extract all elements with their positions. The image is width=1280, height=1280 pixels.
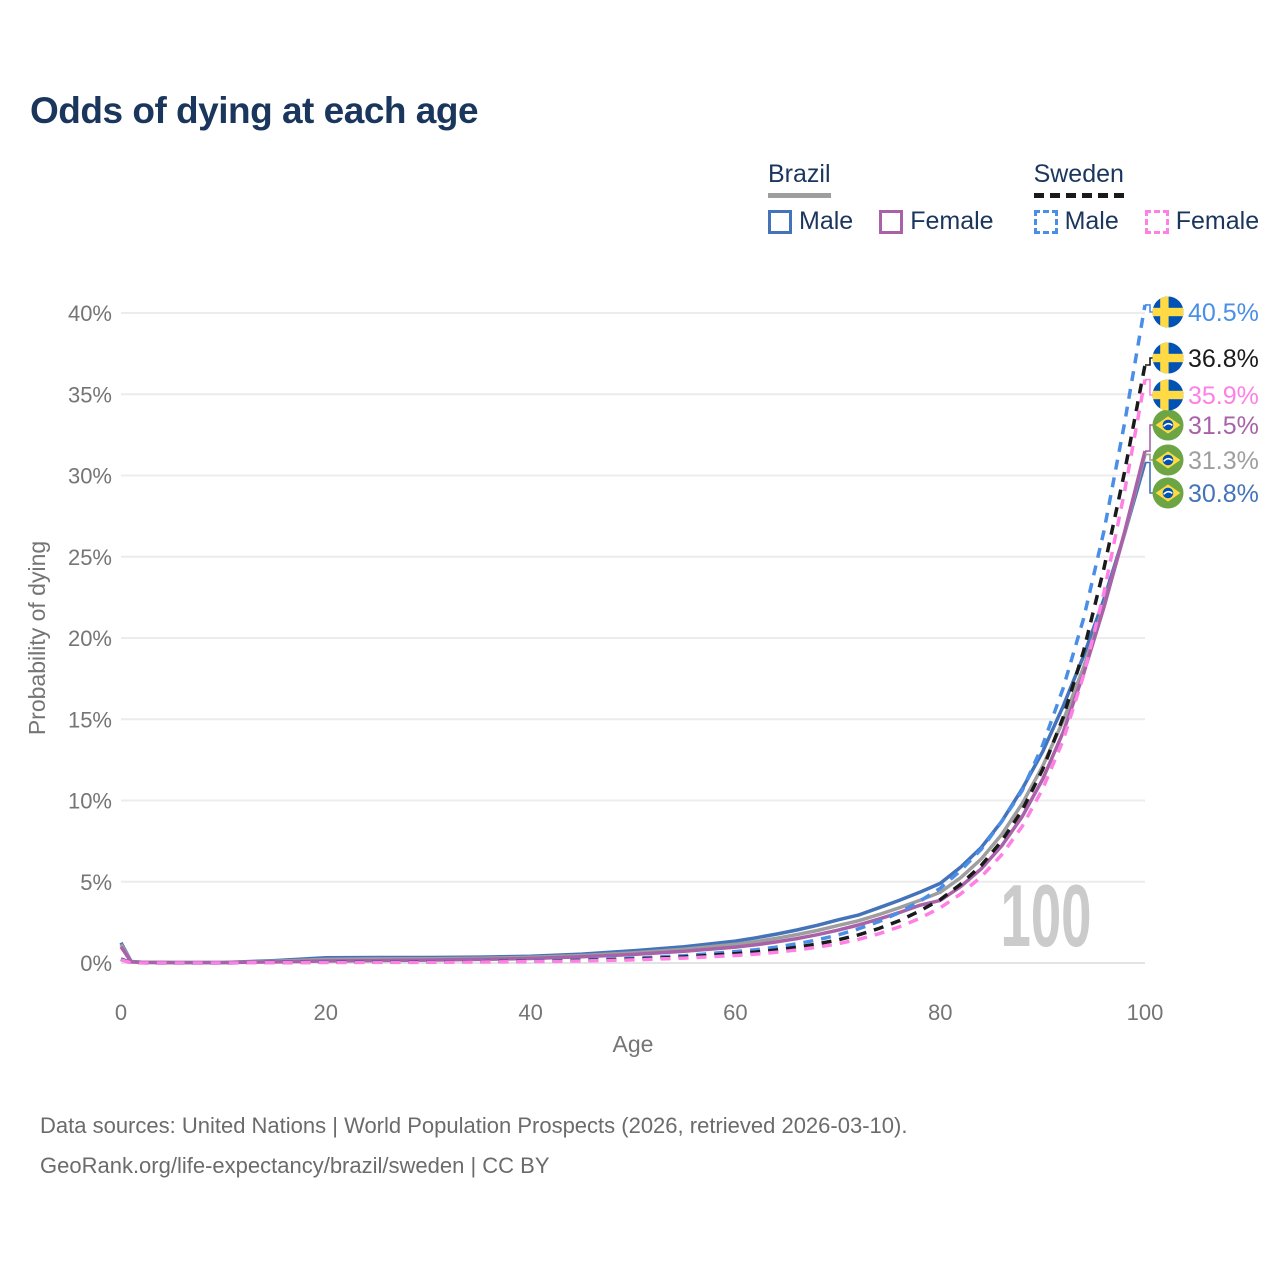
label-connector-brazil-male bbox=[1145, 461, 1153, 494]
y-axis-title: Probability of dying bbox=[24, 541, 50, 735]
end-label-brazil-total: 31.3% bbox=[1188, 447, 1259, 475]
legend-items-brazil: Male Female bbox=[768, 207, 994, 236]
flag-icon-brazil-total bbox=[1152, 444, 1184, 476]
end-label-brazil-female: 31.5% bbox=[1188, 412, 1259, 440]
label-connector-brazil-female bbox=[1145, 424, 1153, 452]
legend-item-sweden-male[interactable]: Male bbox=[1033, 207, 1119, 236]
legend-item-brazil-male[interactable]: Male bbox=[768, 207, 853, 236]
age-watermark: 100 bbox=[1000, 867, 1091, 966]
data-sources: Data sources: United Nations | World Pop… bbox=[40, 1106, 907, 1186]
legend-label-brazil-female: Female bbox=[910, 207, 994, 235]
line-sweden-female[interactable] bbox=[120, 379, 1147, 965]
checkbox-brazil-male[interactable] bbox=[768, 209, 792, 234]
y-tick-label: 20% bbox=[68, 626, 112, 651]
chart-legend: Brazil Male Female Sweden Male Female bbox=[768, 160, 1259, 236]
flag-icon-brazil-male bbox=[1152, 477, 1184, 509]
label-connector-sweden-male bbox=[1145, 304, 1153, 313]
legend-label-sweden-male: Male bbox=[1064, 207, 1119, 235]
legend-group-brazil: Brazil Male Female bbox=[768, 160, 994, 236]
line-brazil-total[interactable] bbox=[119, 453, 1147, 965]
y-tick-label: 25% bbox=[68, 545, 112, 570]
legend-items-sweden: Male Female bbox=[1033, 207, 1260, 236]
legend-label-sweden-female: Female bbox=[1175, 207, 1260, 235]
end-label-sweden-male: 40.5% bbox=[1188, 299, 1259, 327]
label-connector-sweden-female bbox=[1145, 378, 1153, 396]
y-tick-label: 0% bbox=[80, 951, 112, 976]
checkbox-sweden-male[interactable] bbox=[1033, 209, 1058, 234]
y-tick-label: 5% bbox=[80, 870, 112, 895]
x-tick-label: 40 bbox=[518, 1000, 542, 1025]
x-axis-title: Age bbox=[613, 1031, 654, 1057]
end-label-sweden-female: 35.9% bbox=[1188, 382, 1259, 410]
y-tick-label: 30% bbox=[68, 464, 112, 489]
legend-item-sweden-female[interactable]: Female bbox=[1144, 207, 1260, 236]
x-tick-label: 0 bbox=[115, 1000, 127, 1025]
label-connector-brazil-total bbox=[1145, 453, 1153, 461]
line-sweden-total[interactable] bbox=[120, 364, 1147, 965]
data-sources-line2[interactable]: GeoRank.org/life-expectancy/brazil/swede… bbox=[40, 1153, 550, 1179]
end-label-brazil-male: 30.8% bbox=[1188, 480, 1259, 508]
line-brazil-male[interactable] bbox=[119, 462, 1147, 965]
x-tick-label: 20 bbox=[314, 1000, 338, 1025]
label-connector-sweden-total bbox=[1145, 357, 1153, 366]
line-chart: 100 0% 5% 10% 15% 20% 25% 30% 35% 40% 0 20 40 60 80 1… bbox=[24, 296, 1259, 1057]
legend-group-sweden: Sweden Male Female bbox=[1033, 160, 1260, 236]
line-sweden-male[interactable] bbox=[120, 304, 1147, 965]
legend-item-brazil-female[interactable]: Female bbox=[879, 207, 994, 236]
x-tick-label: 100 bbox=[1127, 1000, 1164, 1025]
data-sources-line1: Data sources: United Nations | World Pop… bbox=[40, 1113, 908, 1138]
legend-country-brazil[interactable]: Brazil bbox=[768, 160, 831, 198]
x-tick-label: 80 bbox=[928, 1000, 952, 1025]
flag-icon-sweden-total bbox=[1152, 342, 1184, 374]
checkbox-brazil-female[interactable] bbox=[879, 209, 904, 234]
line-brazil-female[interactable] bbox=[119, 450, 1147, 965]
page-title: Odds of dying at each age bbox=[30, 90, 479, 131]
y-tick-label: 10% bbox=[68, 789, 112, 814]
x-tick-label: 60 bbox=[723, 1000, 747, 1025]
flag-icon-sweden-female bbox=[1152, 379, 1184, 411]
legend-country-sweden[interactable]: Sweden bbox=[1033, 160, 1124, 198]
gridlines bbox=[121, 312, 1145, 964]
end-label-sweden-total: 36.8% bbox=[1188, 345, 1259, 373]
flag-icon-sweden-male bbox=[1152, 296, 1184, 328]
y-tick-label: 15% bbox=[68, 707, 112, 732]
legend-label-brazil-male: Male bbox=[799, 207, 854, 235]
checkbox-sweden-female[interactable] bbox=[1144, 209, 1169, 234]
flag-icon-brazil-female bbox=[1152, 409, 1184, 441]
y-tick-label: 35% bbox=[68, 382, 112, 407]
y-tick-label: 40% bbox=[68, 301, 112, 326]
